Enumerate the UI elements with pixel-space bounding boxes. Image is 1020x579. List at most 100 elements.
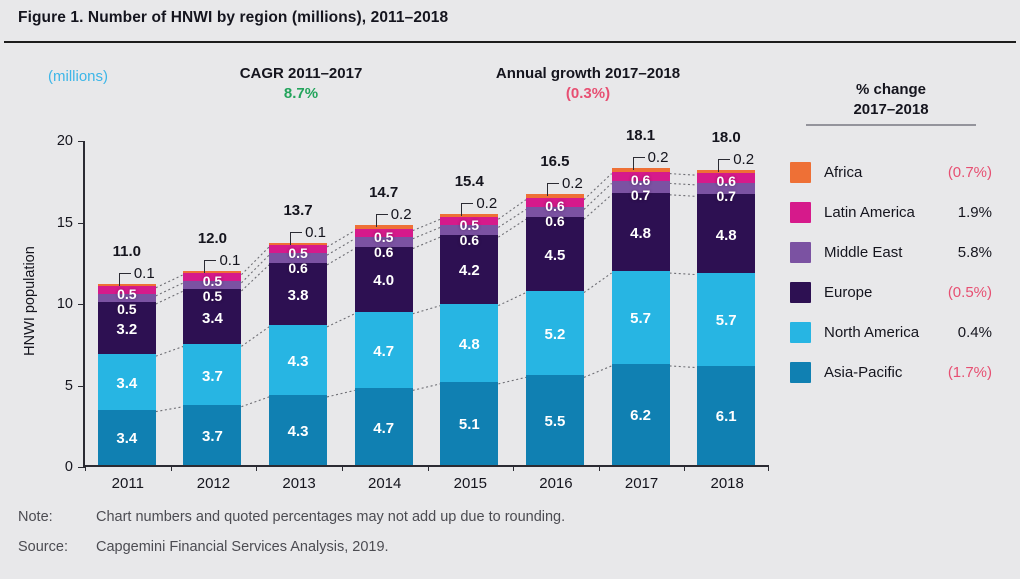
x-category-label: 2018 (710, 475, 744, 492)
x-category-label: 2012 (196, 475, 231, 492)
segment-value-label: 6.1 (715, 408, 737, 426)
bar-segment-europe (440, 235, 499, 304)
cagr-stat: CAGR 2011–2017 8.7% (178, 65, 424, 102)
bar-segment-north-america (354, 311, 413, 389)
segment-value-label: 0.5 (373, 228, 394, 245)
note-row: Note: Chart numbers and quoted percentage… (18, 509, 565, 525)
annual-growth-label: Annual growth 2017–2018 (495, 65, 681, 82)
bar-total-label: 14.7 (369, 184, 399, 202)
bar-segment-middle-east (525, 207, 584, 218)
x-category-label: 2016 (539, 475, 573, 492)
callout-bracket (375, 214, 388, 228)
bar-segment-europe (525, 217, 584, 291)
bar-total-label: 11.0 (112, 243, 141, 261)
x-category-label: 2011 (111, 475, 144, 492)
x-tick-mark (256, 465, 258, 471)
segment-value-label: 0.6 (373, 243, 394, 260)
source-text: Capgemini Financial Services Analysis, 2… (96, 539, 389, 555)
callout-value-label: 0.2 (561, 175, 583, 193)
segment-value-label: 3.7 (202, 367, 223, 385)
bar-segment-asia-pacific (354, 388, 413, 465)
legend-divider (806, 124, 976, 126)
segment-value-label: 4.5 (544, 246, 566, 264)
legend-swatch (790, 361, 811, 383)
segment-value-label: 0.6 (545, 212, 565, 229)
y-tick-label: 0 (64, 459, 73, 475)
bar-segment-north-america (525, 290, 584, 376)
segment-value-label: 4.0 (373, 272, 395, 290)
bar-segment-africa (611, 168, 670, 172)
bar-segment-middle-east (97, 293, 156, 302)
segment-value-label: 0.7 (630, 186, 651, 203)
callout-bracket (461, 202, 474, 216)
legend-header-line1: % change (855, 81, 927, 98)
legend-swatch (790, 321, 811, 343)
segment-value-label: 6.2 (630, 407, 651, 425)
bar-segment-middle-east (354, 236, 413, 247)
x-category-label: 2013 (282, 475, 316, 492)
bar-total-label: 15.4 (454, 172, 484, 190)
segment-value-label: 0.7 (716, 188, 736, 205)
segment-value-label: 3.8 (287, 286, 309, 304)
y-tick-label: 10 (56, 296, 73, 312)
x-category-label: 2017 (624, 475, 659, 492)
legend-header-line2: 2017–2018 (853, 100, 929, 118)
x-tick-mark (341, 465, 343, 471)
bar-total-label: 12.0 (197, 230, 228, 248)
legend-change-value: (1.7%) (947, 363, 992, 381)
segment-value-label: 0.5 (288, 244, 308, 261)
bar-segment-europe (183, 288, 242, 345)
bar-segment-europe (354, 246, 413, 312)
bar-segment-latin-america (183, 272, 242, 281)
bar-segment-north-america (697, 272, 756, 366)
legend-change-value: 0.4% (957, 323, 992, 341)
callout-bracket (290, 232, 303, 246)
segment-value-label: 0.6 (716, 173, 736, 190)
bar-segment-latin-america (440, 217, 499, 226)
callout-bracket (632, 157, 645, 171)
segment-value-label: 4.3 (287, 352, 309, 370)
legend-item-latin-america: Latin America 1.9% (790, 192, 992, 232)
bar-segment-latin-america (269, 244, 328, 254)
bar-segment-europe (97, 302, 156, 355)
segment-value-label: 3.4 (116, 374, 138, 392)
legend-region-name: Africa (824, 163, 863, 181)
note-text: Chart numbers and quoted percentages may… (96, 509, 566, 525)
legend-change-value: (0.7%) (947, 163, 992, 181)
bar-segment-africa (440, 214, 499, 218)
x-tick-mark (513, 465, 515, 471)
segment-value-label: 0.5 (202, 272, 223, 289)
y-tick-label: 5 (64, 377, 73, 394)
cagr-value: 8.7% (283, 85, 319, 102)
legend-change-value: (0.5%) (947, 283, 992, 301)
y-axis-unit-label: (millions) (48, 68, 108, 85)
note-label: Note: (18, 509, 53, 525)
bar-total-label: 16.5 (540, 153, 570, 171)
bar-segment-asia-pacific (611, 363, 670, 465)
y-axis-title: HNWI population (22, 246, 38, 356)
annual-growth-value: (0.3%) (565, 85, 611, 102)
callout-value-label: 0.2 (733, 150, 755, 168)
source-label: Source: (18, 539, 68, 555)
bar-segment-middle-east (269, 253, 328, 263)
bar-segment-north-america (440, 303, 499, 382)
bar-segment-middle-east (611, 181, 670, 193)
callout-bracket (204, 260, 217, 274)
segment-value-label: 0.6 (288, 259, 308, 276)
y-tick-mark (78, 222, 85, 224)
x-tick-mark (768, 465, 769, 471)
bar-segment-africa (183, 270, 242, 273)
bar-segment-africa (697, 169, 756, 174)
y-tick-mark (78, 304, 85, 305)
legend-item-middle-east: Middle East 5.8% (790, 232, 992, 272)
bar-segment-europe (611, 192, 670, 272)
legend-region-name: Middle East (824, 243, 903, 261)
segment-value-label: 4.3 (287, 422, 309, 440)
x-tick-mark (598, 465, 600, 471)
bar-segment-asia-pacific (183, 404, 242, 465)
segment-value-label: 4.8 (715, 226, 737, 244)
segment-value-label: 3.2 (116, 321, 138, 339)
legend-item-asia-pacific: Asia-Pacific (1.7%) (790, 352, 992, 392)
segment-value-label: 4.7 (373, 419, 395, 437)
